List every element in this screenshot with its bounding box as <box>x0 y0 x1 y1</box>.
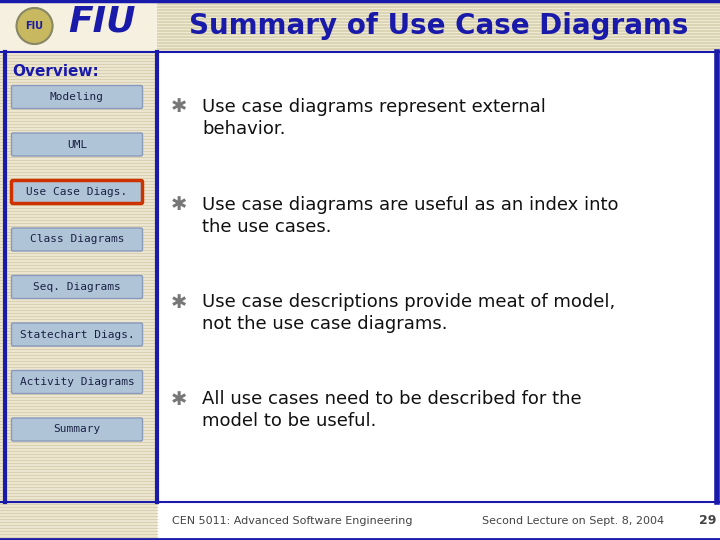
Text: ✱: ✱ <box>171 390 187 409</box>
FancyBboxPatch shape <box>12 228 143 251</box>
Text: 29: 29 <box>699 515 716 528</box>
Text: Overview:: Overview: <box>12 64 99 79</box>
Text: Use case diagrams represent external: Use case diagrams represent external <box>202 98 546 116</box>
Text: ✱: ✱ <box>171 98 187 117</box>
Text: FIU: FIU <box>68 5 136 39</box>
Text: UML: UML <box>67 139 87 150</box>
Text: CEN 5011: Advanced Software Engineering: CEN 5011: Advanced Software Engineering <box>172 516 413 526</box>
Text: Use case diagrams are useful as an index into: Use case diagrams are useful as an index… <box>202 195 618 213</box>
FancyBboxPatch shape <box>12 180 143 204</box>
Text: Activity Diagrams: Activity Diagrams <box>19 377 135 387</box>
FancyBboxPatch shape <box>0 0 720 52</box>
Text: FIU: FIU <box>25 21 43 31</box>
FancyBboxPatch shape <box>12 85 143 109</box>
FancyBboxPatch shape <box>0 502 157 540</box>
FancyBboxPatch shape <box>0 52 157 502</box>
Text: Use case descriptions provide meat of model,: Use case descriptions provide meat of mo… <box>202 293 616 311</box>
FancyBboxPatch shape <box>157 52 720 502</box>
Text: Use Case Diags.: Use Case Diags. <box>27 187 127 197</box>
FancyBboxPatch shape <box>12 323 143 346</box>
Text: Summary: Summary <box>53 424 101 435</box>
FancyBboxPatch shape <box>12 418 143 441</box>
Text: the use cases.: the use cases. <box>202 218 331 235</box>
Text: Class Diagrams: Class Diagrams <box>30 234 125 245</box>
Text: not the use case diagrams.: not the use case diagrams. <box>202 315 448 333</box>
Text: All use cases need to be described for the: All use cases need to be described for t… <box>202 390 582 408</box>
FancyBboxPatch shape <box>0 0 157 52</box>
Text: Statechart Diags.: Statechart Diags. <box>19 329 135 340</box>
FancyBboxPatch shape <box>12 133 143 156</box>
Text: ✱: ✱ <box>171 293 187 312</box>
Text: behavior.: behavior. <box>202 120 286 138</box>
Text: Second Lecture on Sept. 8, 2004: Second Lecture on Sept. 8, 2004 <box>482 516 665 526</box>
Circle shape <box>17 8 53 44</box>
Text: Summary of Use Case Diagrams: Summary of Use Case Diagrams <box>189 12 688 40</box>
Text: Modeling: Modeling <box>50 92 104 102</box>
Text: model to be useful.: model to be useful. <box>202 413 377 430</box>
Text: Seq. Diagrams: Seq. Diagrams <box>33 282 121 292</box>
FancyBboxPatch shape <box>12 275 143 299</box>
Text: ✱: ✱ <box>171 195 187 214</box>
FancyBboxPatch shape <box>12 370 143 394</box>
